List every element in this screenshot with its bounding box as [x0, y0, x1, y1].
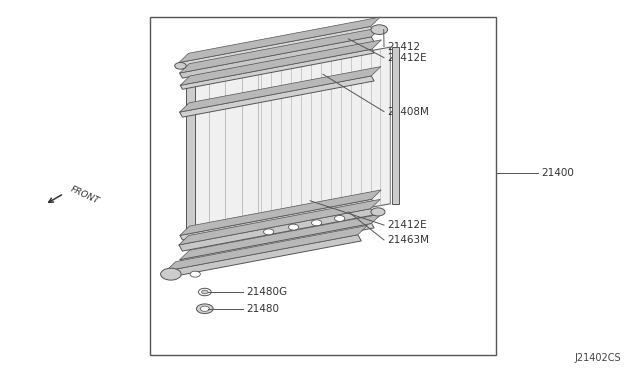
Polygon shape	[179, 199, 380, 245]
Text: J21402CS: J21402CS	[574, 353, 621, 363]
Polygon shape	[180, 49, 374, 89]
Polygon shape	[180, 190, 381, 235]
Circle shape	[371, 208, 385, 216]
Circle shape	[371, 25, 388, 35]
Text: 21412E: 21412E	[387, 53, 427, 62]
Text: 21412: 21412	[387, 42, 420, 51]
Text: 21480G: 21480G	[246, 287, 287, 297]
Circle shape	[312, 220, 322, 226]
Bar	[150, 17, 496, 355]
Polygon shape	[179, 209, 374, 251]
Circle shape	[289, 224, 299, 230]
Polygon shape	[392, 47, 399, 204]
Circle shape	[264, 229, 274, 235]
Polygon shape	[179, 17, 380, 62]
Polygon shape	[180, 40, 381, 85]
Polygon shape	[180, 199, 374, 240]
Text: FRONT: FRONT	[68, 185, 100, 206]
Polygon shape	[180, 37, 374, 78]
Polygon shape	[180, 67, 381, 112]
Polygon shape	[186, 80, 195, 243]
Polygon shape	[180, 76, 374, 117]
Text: 21400: 21400	[541, 168, 573, 178]
Circle shape	[196, 304, 213, 314]
Circle shape	[175, 62, 186, 69]
Circle shape	[335, 215, 345, 221]
Polygon shape	[166, 235, 362, 277]
Polygon shape	[180, 28, 381, 73]
Circle shape	[198, 288, 211, 296]
Circle shape	[190, 271, 200, 277]
Polygon shape	[179, 26, 374, 69]
Polygon shape	[166, 225, 367, 271]
Circle shape	[161, 268, 181, 280]
Text: 21463M: 21463M	[387, 235, 429, 245]
Text: 21412E: 21412E	[387, 220, 427, 230]
Polygon shape	[180, 223, 374, 264]
Polygon shape	[180, 214, 381, 260]
Circle shape	[200, 306, 209, 311]
Text: 21480: 21480	[246, 304, 280, 314]
Text: 21408M: 21408M	[387, 107, 429, 116]
Circle shape	[202, 290, 208, 294]
Polygon shape	[192, 47, 390, 240]
